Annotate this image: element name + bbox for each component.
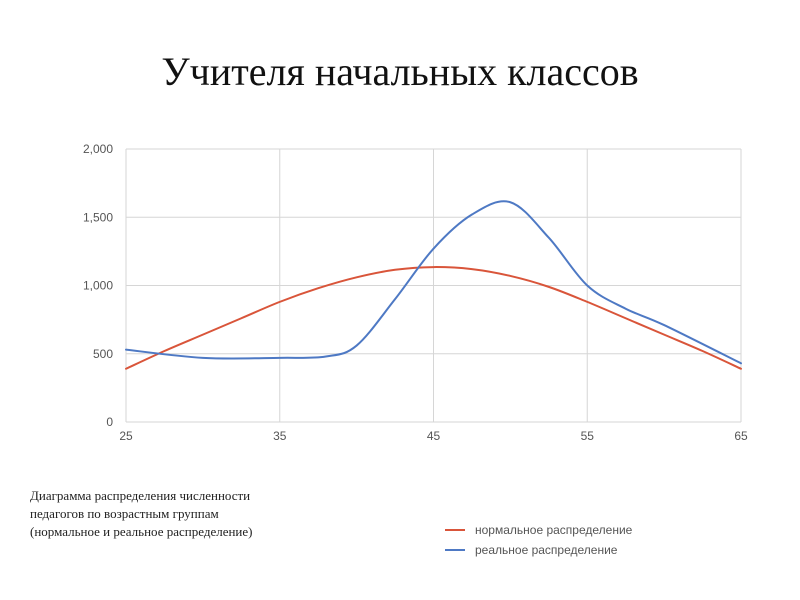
- legend-item-real: реальное распределение: [445, 541, 632, 559]
- caption-line-3: (нормальное и реальное распределение): [30, 524, 253, 539]
- y-tick-label-2: 1,000: [83, 279, 113, 293]
- x-tick-label-3: 55: [581, 429, 595, 443]
- chart-caption: Диаграмма распределения численности педа…: [30, 487, 330, 541]
- series-line-normal: [125, 266, 742, 370]
- y-tick-label-3: 1,500: [83, 210, 113, 224]
- legend-label-normal: нормальное распределение: [475, 523, 633, 537]
- legend-label-real: реальное распределение: [475, 543, 618, 557]
- caption-line-2: педагогов по возрастным группам: [30, 506, 219, 521]
- series-line-real: [125, 200, 742, 365]
- chart-series: [125, 200, 742, 370]
- legend-item-normal: нормальное распределение: [445, 521, 632, 539]
- y-tick-label-4: 2,000: [83, 142, 113, 156]
- x-tick-label-0: 25: [119, 429, 133, 443]
- caption-line-1: Диаграмма распределения численности: [30, 488, 251, 503]
- x-tick-label-2: 45: [427, 429, 441, 443]
- y-tick-label-1: 500: [93, 347, 113, 361]
- chart-grid: [125, 148, 742, 423]
- y-tick-label-0: 0: [106, 415, 113, 429]
- page-title: Учителя начальных классов: [161, 49, 639, 94]
- x-tick-label-4: 65: [734, 429, 748, 443]
- x-tick-label-1: 35: [273, 429, 287, 443]
- chart-legend: нормальное распределение реальное распре…: [445, 521, 632, 561]
- legend-swatch-normal: [445, 529, 465, 531]
- legend-swatch-real: [445, 549, 465, 551]
- chart-tick-labels: 0 500 1,000 1,500 2,000 25 35 45 55 65: [83, 142, 748, 443]
